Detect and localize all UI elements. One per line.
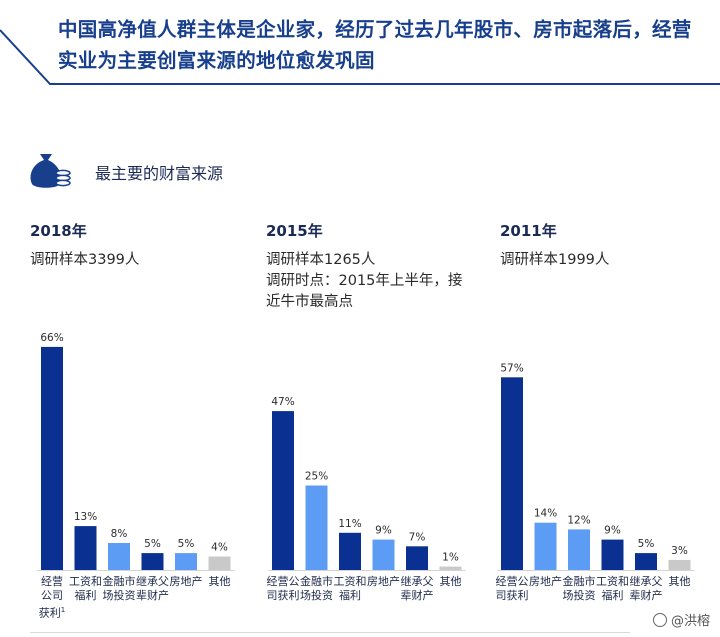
weibo-icon (652, 613, 667, 627)
bar-2015-1 (305, 485, 328, 570)
bar-2011-1 (534, 522, 557, 570)
panel-2018-year: 2018年 (30, 222, 87, 240)
section-title: 最主要的财富来源 (95, 164, 224, 183)
panel-2015-note-1: 调研样本1265人 (266, 252, 376, 268)
value-label-2018-2: 8% (111, 528, 128, 540)
panel-2018-note: 调研样本3399人 (30, 252, 140, 268)
bar-2011-0 (501, 377, 523, 570)
bar-2018-0 (41, 346, 63, 570)
panel-2015-year: 2015年 (266, 222, 323, 240)
value-label-2015-5: 1% (442, 552, 459, 564)
value-label-2011-4: 5% (638, 538, 655, 550)
category-label-2018-3: 继承父辈财产 (136, 575, 169, 602)
footnote-mark: 1 (60, 606, 66, 614)
category-label-2018-1: 工资和福利 (69, 575, 102, 602)
category-label-2018-5: 其他 (208, 575, 231, 588)
category-label-2011-5: 其他 (668, 575, 691, 588)
value-label-2018-4: 5% (178, 538, 195, 550)
money-bag-coins-icon (30, 154, 71, 188)
category-label-2011-4: 继承父辈财产 (629, 575, 663, 602)
panel-2011-year: 2011年 (500, 222, 557, 240)
category-label-2011-1: 房地产 (529, 575, 562, 588)
value-label-2018-1: 13% (74, 511, 97, 523)
bar-2018-2 (108, 543, 130, 570)
category-label-2018-2: 金融市场投资 (102, 575, 136, 602)
category-label-2011-0: 经营公司获利 (495, 575, 529, 602)
category-label-2011-2: 金融市场投资 (562, 575, 596, 602)
value-label-2011-3: 9% (604, 525, 621, 537)
value-label-2011-1: 14% (534, 508, 557, 520)
category-label-2015-3: 房地产 (367, 575, 400, 588)
value-label-2011-2: 12% (567, 514, 590, 526)
category-label-2015-1: 金融市场投资 (300, 575, 333, 602)
value-label-2011-5: 3% (671, 545, 688, 557)
bar-2018-1 (74, 526, 97, 570)
watermark: @洪榕 (652, 610, 710, 629)
value-label-2018-3: 5% (144, 538, 161, 550)
value-label-2015-0: 47% (271, 396, 294, 408)
panel-2015-note-2: 调研时点：2015年上半年，接 (266, 273, 463, 289)
value-label-2011-0: 57% (500, 362, 523, 374)
bar-2018-3 (141, 553, 164, 570)
watermark-text: @洪榕 (670, 614, 710, 629)
bar-2011-4 (635, 553, 657, 570)
value-label-2018-0: 66% (40, 332, 63, 344)
bar-2018-4 (175, 553, 197, 570)
bar-2015-2 (339, 532, 361, 570)
value-label-2015-3: 9% (375, 525, 392, 537)
bar-2015-3 (372, 539, 395, 570)
category-label-2011-3: 工资和福利 (596, 575, 629, 602)
category-label-2015-4: 继承父辈财产 (400, 575, 434, 602)
value-label-2015-1: 25% (305, 471, 328, 483)
bar-2015-0 (272, 411, 294, 570)
bar-2015-5 (439, 566, 462, 570)
bar-2018-5 (208, 556, 231, 570)
bottom-divider (30, 632, 630, 633)
category-label-2015-2: 工资和福利 (333, 575, 367, 602)
value-label-2015-4: 7% (409, 531, 426, 543)
page-headline: 中国高净值人群主体是企业家，经历了过去几年股市、房市起落后，经营实业为主要创富来… (58, 18, 692, 72)
value-label-2018-5: 4% (211, 542, 228, 554)
bar-2011-2 (568, 529, 590, 570)
bar-2011-5 (668, 559, 691, 570)
category-label-2018-4: 房地产 (169, 575, 203, 588)
panel-2015-note-3: 近牛市最高点 (266, 294, 353, 310)
value-label-2015-2: 11% (338, 518, 361, 530)
bar-2011-3 (601, 539, 624, 570)
bar-2015-4 (406, 546, 428, 570)
category-label-2015-0: 经营公司获利 (266, 575, 300, 602)
header-divider (0, 29, 720, 85)
panel-2011-note: 调研样本1999人 (500, 252, 610, 268)
category-label-2018-0: 经营公司获利1 (38, 575, 66, 620)
category-label-2015-5: 其他 (439, 575, 462, 588)
